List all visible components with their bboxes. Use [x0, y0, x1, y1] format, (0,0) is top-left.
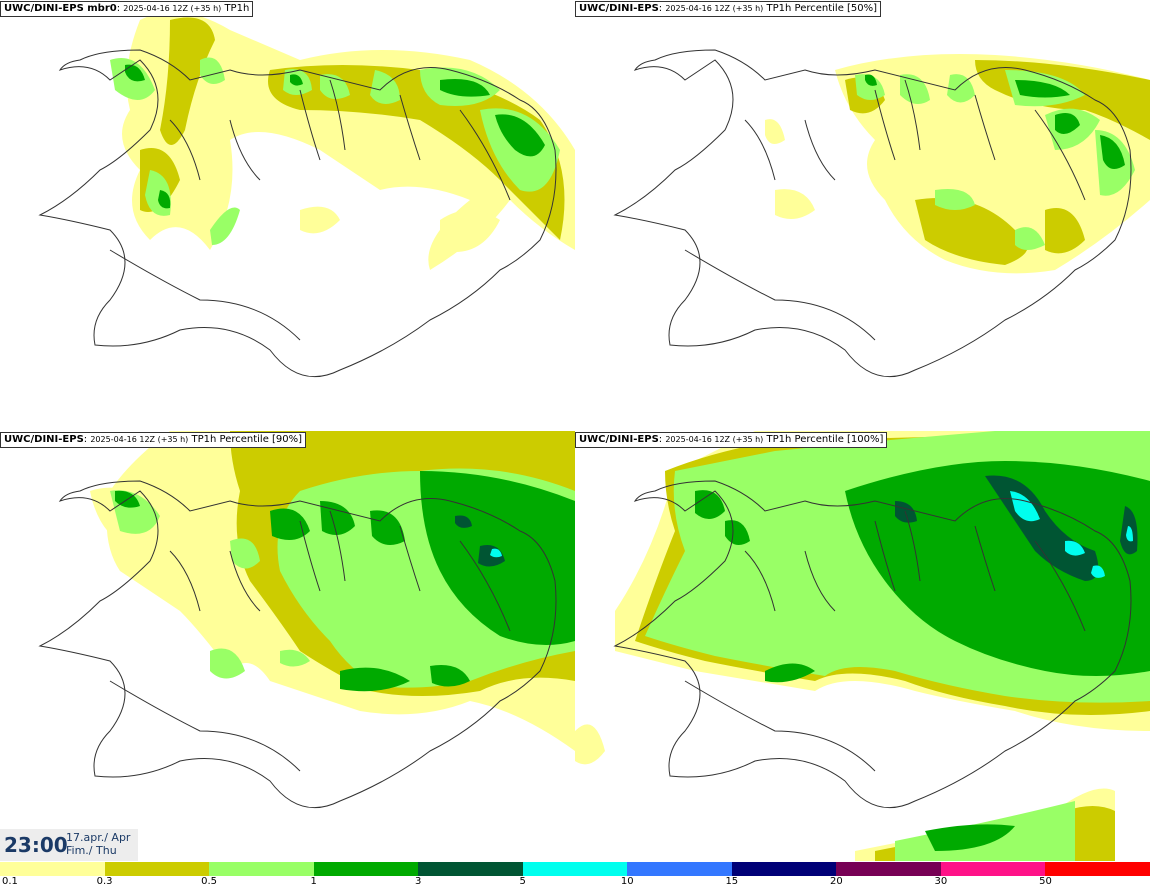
field-label: TP1h Percentile [100%] — [766, 434, 884, 445]
panel-title: UWC/DINI-EPS: 2025-04-16 12Z (+35 h) TP1… — [0, 432, 307, 448]
legend-swatch — [1045, 862, 1150, 876]
legend-swatch — [522, 862, 628, 876]
map-panel-mbr0: UWC/DINI-EPS mbr0: 2025-04-16 12Z (+35 h… — [0, 0, 575, 430]
panel-title: UWC/DINI-EPS mbr0: 2025-04-16 12Z (+35 h… — [0, 1, 254, 17]
legend-swatch — [836, 862, 941, 876]
run-label: 2025-04-16 12Z (+35 h) — [665, 435, 764, 444]
model-label: UWC/DINI-EPS — [4, 434, 84, 445]
legend-swatch — [104, 862, 210, 876]
legend-label: 0.1 — [2, 876, 18, 887]
precip-field — [765, 54, 1150, 274]
legend-label: 30 — [934, 876, 948, 887]
legend-swatch — [418, 862, 523, 876]
legend-swatch — [627, 862, 732, 876]
coastline — [613, 49, 1132, 378]
map-panel-p100: UWC/DINI-EPS: 2025-04-16 12Z (+35 h) TP1… — [575, 431, 1150, 861]
model-label: UWC/DINI-EPS — [579, 434, 659, 445]
valid-time-box: 23:00 17.apr./ Apr Fim./ Thu — [0, 829, 138, 861]
panel-title: UWC/DINI-EPS: 2025-04-16 12Z (+35 h) TP1… — [575, 432, 888, 448]
map-panel-p90: UWC/DINI-EPS: 2025-04-16 12Z (+35 h) TP1… — [0, 431, 575, 861]
legend-label: 0.5 — [201, 876, 218, 887]
legend-label: 1 — [310, 876, 317, 887]
precip-field — [110, 12, 575, 270]
panel-title: UWC/DINI-EPS: 2025-04-16 12Z (+35 h) TP1… — [575, 1, 882, 17]
color-legend-bar — [0, 862, 1150, 876]
field-label: TP1h Percentile [90%] — [191, 434, 303, 445]
legend-label: 15 — [725, 876, 739, 887]
valid-date-line1: 17.apr./ Apr — [66, 831, 131, 844]
precip-map-p50 — [613, 49, 1150, 378]
run-label: 2025-04-16 12Z (+35 h) — [665, 4, 764, 13]
valid-time: 23:00 — [4, 833, 68, 857]
coastline — [38, 480, 557, 809]
precip-field — [90, 431, 575, 751]
legend-swatch — [731, 862, 837, 876]
run-label: 2025-04-16 12Z (+35 h) — [90, 435, 189, 444]
model-label: UWC/DINI-EPS — [579, 3, 659, 14]
precip-map-p90 — [38, 431, 575, 809]
precip-map-p100 — [575, 431, 1150, 861]
legend-swatch — [209, 862, 314, 876]
legend-label: 10 — [620, 876, 634, 887]
coastline — [613, 480, 1132, 809]
legend-swatch — [0, 862, 105, 876]
field-label: TP1h Percentile [50%] — [766, 3, 878, 14]
legend-label: 5 — [519, 876, 526, 887]
precip-field — [575, 431, 1150, 861]
legend-label: 20 — [829, 876, 843, 887]
precip-map-mbr0 — [38, 12, 575, 378]
legend-label: 0.3 — [96, 876, 113, 887]
legend-label: 3 — [414, 876, 422, 887]
valid-date-line2: Fim./ Thu — [66, 844, 117, 857]
map-panel-p50: UWC/DINI-EPS: 2025-04-16 12Z (+35 h) TP1… — [575, 0, 1150, 430]
valid-date: 17.apr./ Apr Fim./ Thu — [66, 831, 130, 857]
coastline — [38, 49, 557, 378]
field-label: TP1h — [224, 3, 250, 14]
legend-swatch — [313, 862, 419, 876]
model-label: UWC/DINI-EPS mbr0 — [4, 3, 117, 14]
color-legend-labels: 0.1 0.3 0.5 1 3 5 10 15 20 30 50 — [0, 876, 1150, 891]
legend-label: 50 — [1039, 876, 1052, 887]
legend-swatch — [940, 862, 1046, 876]
run-label: 2025-04-16 12Z (+35 h) — [123, 4, 222, 13]
